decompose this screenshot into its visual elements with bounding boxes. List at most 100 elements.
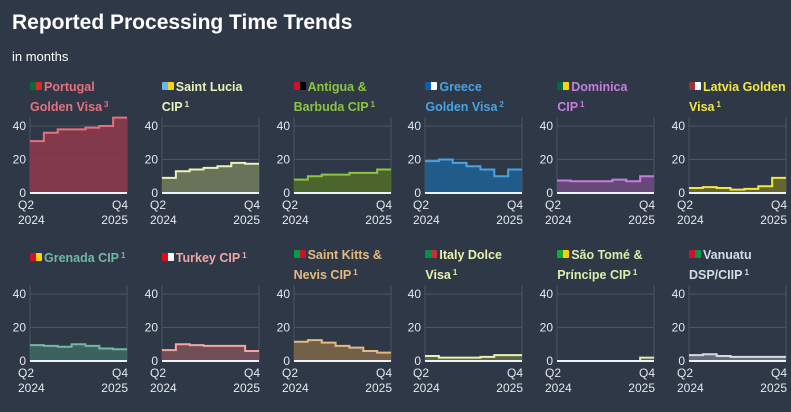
- data-point[interactable]: [495, 175, 509, 177]
- data-point[interactable]: [425, 160, 439, 162]
- data-point[interactable]: [626, 180, 640, 182]
- data-point[interactable]: [113, 348, 127, 350]
- data-point[interactable]: [731, 189, 745, 191]
- data-point[interactable]: [439, 159, 453, 161]
- data-point[interactable]: [30, 140, 44, 142]
- x-tick-label: Q2: [677, 366, 693, 380]
- data-point[interactable]: [599, 180, 613, 182]
- data-point[interactable]: [717, 187, 731, 189]
- series-line: [557, 175, 655, 183]
- chart-panel: Dominica CIP 1 0 20 40 Q2 2024 Q4 2025: [527, 76, 659, 244]
- series-line: [688, 176, 786, 191]
- data-point[interactable]: [585, 180, 599, 182]
- data-point[interactable]: [613, 179, 627, 181]
- data-point[interactable]: [58, 128, 72, 130]
- x-tick-label: Q4: [639, 198, 655, 212]
- data-point[interactable]: [467, 357, 481, 359]
- data-point[interactable]: [481, 169, 495, 171]
- y-tick-label: 0: [678, 186, 685, 200]
- y-tick-label: 20: [13, 321, 27, 335]
- series-name: São Tomé & Príncipe CIP: [557, 248, 643, 282]
- data-point[interactable]: [307, 339, 321, 341]
- x-tick-label: 2025: [628, 381, 655, 395]
- data-point[interactable]: [377, 169, 391, 171]
- data-point[interactable]: [203, 167, 217, 169]
- data-point[interactable]: [509, 354, 523, 356]
- data-point[interactable]: [99, 347, 113, 349]
- data-point[interactable]: [335, 174, 349, 176]
- data-point[interactable]: [772, 177, 786, 179]
- x-tick-label: 2025: [233, 213, 260, 227]
- data-point[interactable]: [717, 355, 731, 357]
- data-point[interactable]: [190, 344, 204, 346]
- data-point[interactable]: [744, 188, 758, 190]
- flag-icon: [30, 82, 42, 90]
- data-point[interactable]: [467, 165, 481, 167]
- data-point[interactable]: [363, 172, 377, 174]
- y-tick-label: 40: [672, 119, 686, 133]
- data-point[interactable]: [58, 346, 72, 348]
- data-point[interactable]: [349, 347, 363, 349]
- data-point[interactable]: [481, 356, 495, 358]
- data-point[interactable]: [377, 352, 391, 354]
- data-point[interactable]: [321, 342, 335, 344]
- data-point[interactable]: [758, 185, 772, 187]
- data-point[interactable]: [85, 127, 99, 129]
- data-point[interactable]: [571, 180, 585, 182]
- data-point[interactable]: [30, 344, 44, 346]
- data-point[interactable]: [349, 172, 363, 174]
- data-point[interactable]: [509, 169, 523, 171]
- data-point[interactable]: [231, 345, 245, 347]
- data-point[interactable]: [162, 177, 176, 179]
- data-point[interactable]: [703, 186, 717, 188]
- data-point[interactable]: [640, 357, 654, 359]
- data-point[interactable]: [176, 170, 190, 172]
- data-point[interactable]: [245, 350, 259, 352]
- data-point[interactable]: [99, 125, 113, 127]
- data-point[interactable]: [453, 162, 467, 164]
- data-point[interactable]: [190, 169, 204, 171]
- data-point[interactable]: [72, 128, 86, 130]
- data-point[interactable]: [72, 343, 86, 345]
- x-tick-label: 2024: [18, 213, 45, 227]
- data-point[interactable]: [294, 341, 308, 343]
- data-point[interactable]: [439, 357, 453, 359]
- data-point[interactable]: [245, 163, 259, 165]
- data-point[interactable]: [203, 345, 217, 347]
- y-tick-label: 0: [151, 354, 158, 368]
- data-point[interactable]: [772, 356, 786, 358]
- data-point[interactable]: [44, 345, 58, 347]
- data-point[interactable]: [307, 175, 321, 177]
- data-point[interactable]: [425, 355, 439, 357]
- data-point[interactable]: [731, 356, 745, 358]
- x-tick-label: 2025: [497, 213, 524, 227]
- data-point[interactable]: [758, 356, 772, 358]
- data-point[interactable]: [217, 165, 231, 167]
- data-point[interactable]: [85, 345, 99, 347]
- data-point[interactable]: [113, 117, 127, 119]
- data-point[interactable]: [217, 345, 231, 347]
- y-tick-label: 0: [283, 354, 290, 368]
- data-point[interactable]: [44, 132, 58, 134]
- data-point[interactable]: [363, 350, 377, 352]
- data-point[interactable]: [495, 354, 509, 356]
- data-point[interactable]: [231, 162, 245, 164]
- data-point[interactable]: [335, 345, 349, 347]
- x-tick-label: 2025: [365, 381, 392, 395]
- data-point[interactable]: [321, 174, 335, 176]
- series-line: [161, 161, 259, 179]
- x-tick-label: 2024: [545, 213, 572, 227]
- data-point[interactable]: [744, 356, 758, 358]
- data-point[interactable]: [640, 175, 654, 177]
- data-point[interactable]: [162, 349, 176, 351]
- data-point[interactable]: [703, 353, 717, 355]
- data-point[interactable]: [453, 357, 467, 359]
- data-point[interactable]: [557, 179, 571, 181]
- data-point[interactable]: [689, 354, 703, 356]
- data-point[interactable]: [294, 179, 308, 181]
- data-point[interactable]: [176, 343, 190, 345]
- data-point[interactable]: [689, 187, 703, 189]
